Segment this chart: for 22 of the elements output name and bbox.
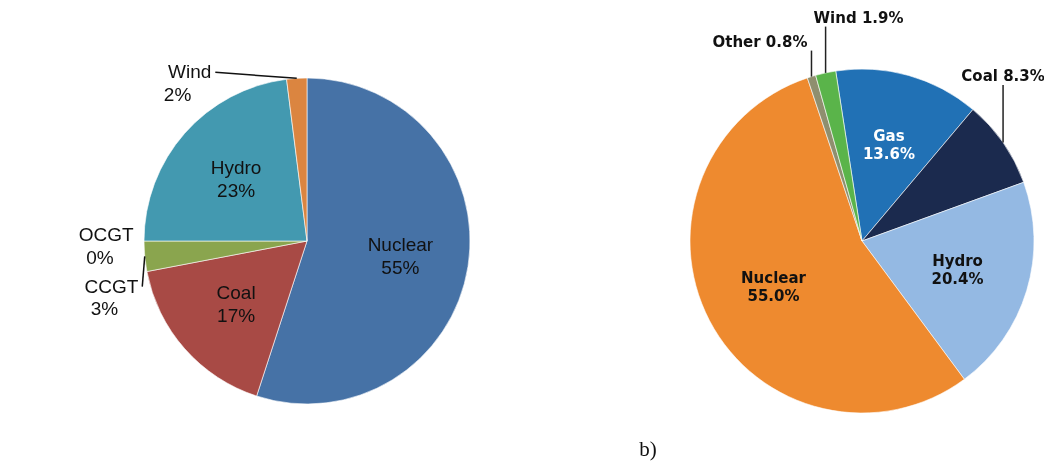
slice-label: Other 0.8% — [712, 32, 808, 51]
data-label: 13.6% — [862, 145, 915, 164]
slice-label: Nuclear — [367, 234, 434, 256]
data-label: 55.0% — [747, 287, 800, 306]
text: b) — [639, 437, 657, 461]
slice-label: CCGT — [84, 275, 139, 297]
slice-label: Gas — [873, 127, 905, 146]
text: 0% — [86, 246, 114, 268]
slice-label: Wind — [168, 61, 212, 83]
slice-label: Hydro — [210, 156, 262, 178]
data-label: 3% — [90, 298, 119, 320]
slice-label: Coal — [216, 281, 256, 303]
slice-label: Hydro — [932, 252, 983, 271]
data-label: 55% — [381, 257, 420, 279]
data-label: 2% — [163, 84, 192, 106]
data-label: 17% — [217, 304, 256, 326]
data-label: 20.4% — [931, 270, 984, 289]
slice-label: Coal 8.3% — [961, 67, 1044, 85]
category-label: OCGT — [78, 224, 134, 245]
slice-label: Nuclear — [741, 269, 807, 288]
data-label: 23% — [217, 179, 256, 201]
slice-label: Wind 1.9% — [813, 8, 904, 27]
